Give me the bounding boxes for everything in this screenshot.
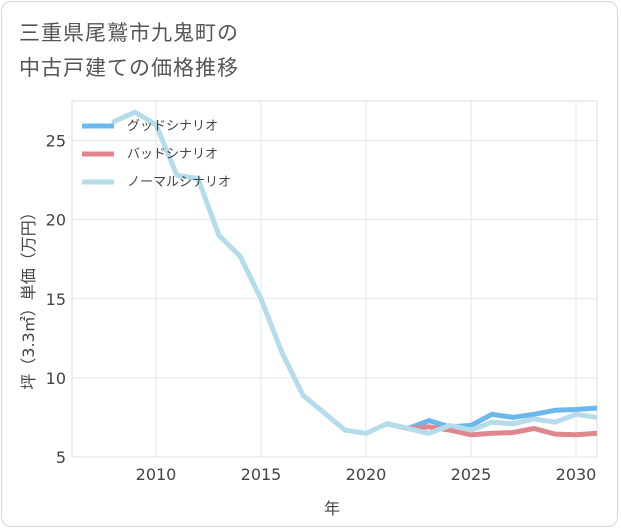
chart-title-line-1: 三重県尾鷲市九鬼町の: [19, 21, 239, 45]
y-tick-label: 15: [46, 290, 66, 309]
x-tick-label: 2010: [136, 465, 177, 484]
y-tick-label: 10: [46, 369, 66, 388]
y-tick-label: 25: [46, 132, 66, 151]
legend-label-1: グッドシナリオ: [127, 119, 218, 134]
grid: [71, 100, 598, 458]
x-tick-label: 2015: [241, 465, 282, 484]
legend-label-2: バッドシナリオ: [127, 147, 218, 162]
x-tick-label: 2025: [451, 465, 492, 484]
series-lines: [111, 109, 597, 438]
x-tick-label: 2030: [556, 465, 597, 484]
legend-label-3: ノーマルシナリオ: [127, 175, 231, 190]
x-axis-title: 年: [324, 499, 340, 518]
series-line-2: [384, 421, 597, 438]
x-tick-label: 2020: [346, 465, 387, 484]
series-line-1: [384, 405, 597, 431]
y-axis-title: 坪（3.3㎡）単価（万円）: [19, 204, 38, 389]
chart-title: 三重県尾鷲市九鬼町の 中古戸建ての価格推移: [19, 16, 239, 86]
series-line-3: [111, 109, 597, 436]
y-tick-label: 20: [46, 211, 66, 230]
chart-title-line-2: 中古戸建ての価格推移: [19, 56, 239, 80]
y-tick-label: 5: [56, 448, 66, 467]
